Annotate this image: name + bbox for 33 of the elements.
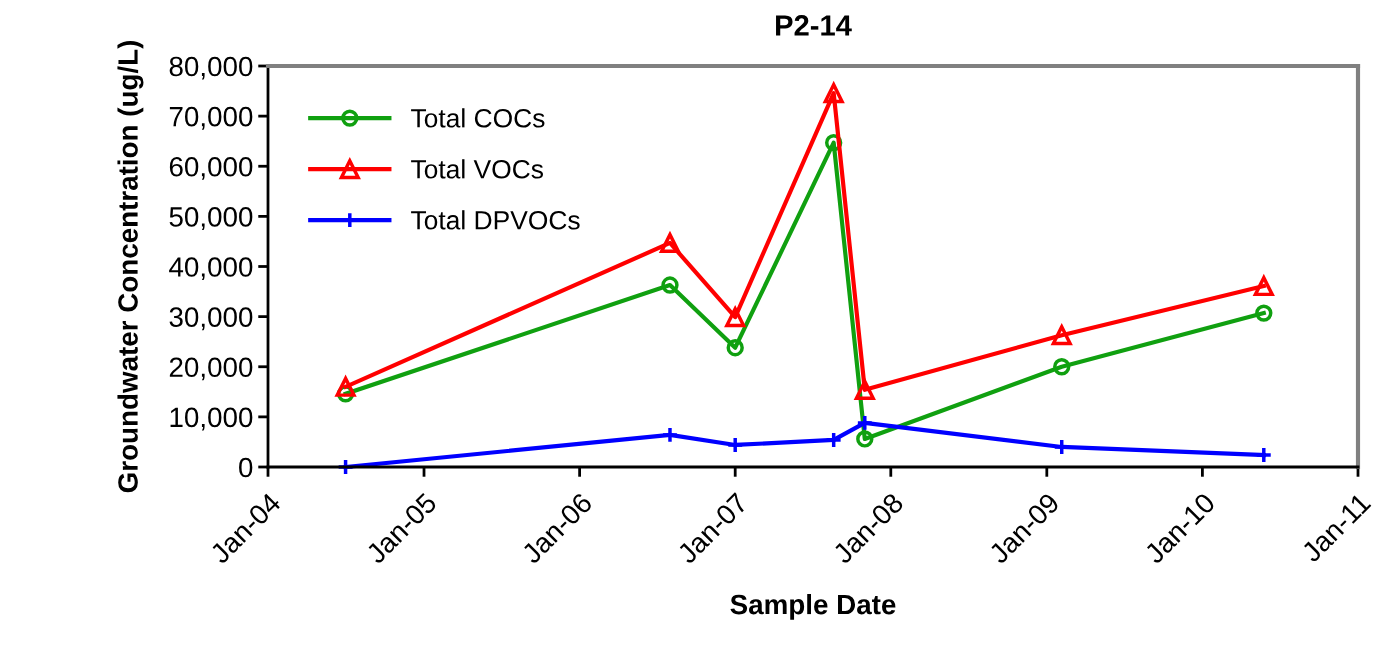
point: [856, 414, 874, 432]
point: [822, 80, 845, 104]
point: [854, 379, 875, 400]
point: [661, 426, 679, 444]
point: [1255, 446, 1273, 464]
point: [334, 374, 357, 397]
y-tick-label: 70,000: [169, 106, 253, 130]
y-tick-label: 10,000: [170, 407, 253, 431]
y-tick-label: 50,000: [169, 207, 253, 230]
point: [1051, 325, 1072, 346]
legend-label: Total VOCs: [411, 159, 543, 179]
y-tick-label: 60,000: [169, 156, 253, 180]
point: [336, 458, 355, 476]
y-tick-label: 40,000: [169, 257, 253, 281]
point: [1252, 273, 1275, 297]
y-axis-title: Groundwater Concentration (ug/L): [117, 41, 144, 493]
y-tick-label: 30,000: [169, 307, 253, 331]
legend-label: Total DPVOCs: [411, 210, 580, 230]
point: [856, 430, 874, 448]
point: [661, 276, 679, 294]
point: [1053, 358, 1071, 376]
point: [658, 230, 681, 254]
point: [1255, 304, 1273, 322]
legend-label: Total COCs: [411, 108, 545, 128]
chart-title: P2-14: [776, 15, 852, 36]
point: [824, 431, 843, 449]
point: [726, 436, 744, 454]
y-tick-label: 80,000: [169, 56, 253, 80]
point: [725, 307, 746, 328]
y-tick-label: 0: [239, 457, 253, 478]
x-axis-title: Sample Date: [730, 593, 896, 620]
point: [726, 339, 744, 357]
y-tick-label: 20,000: [169, 357, 253, 381]
